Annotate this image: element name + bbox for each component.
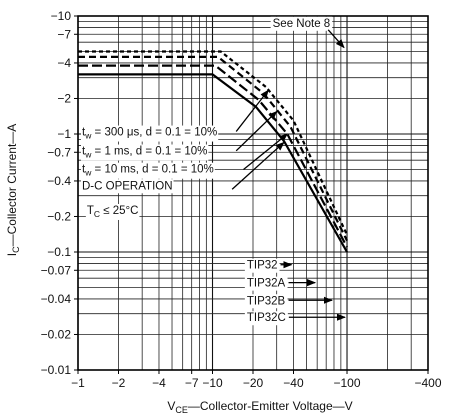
tip-label-group: TIP32A [244,276,288,291]
tc-label-group: TC ≤ 25°C [85,203,140,220]
x-tick-label: −2 [112,376,126,390]
x-tick-label: −10 [202,376,223,390]
x-tick-label: −20 [243,376,264,390]
note-label-group: See Note 8 [270,16,333,31]
label-background [244,311,288,326]
curve-label: tw = 1 ms, d = 0.1 = 10% [82,146,207,160]
tip-label: TIP32B [247,295,286,307]
soa-curve [78,64,348,248]
y-tick-label: −0.02 [41,327,72,341]
plot-frame [74,15,429,374]
x-tick-label: −100 [334,376,361,390]
curve-label-group: tw = 1 ms, d = 0.1 = 10% [81,144,209,161]
curve-label-group: tw = 300 μs, d = 0.1 = 10% [81,125,219,142]
x-tick-label: −7 [185,376,199,390]
curve-pointer [243,133,289,171]
label-background [244,258,280,273]
y-tick-label: −0.04 [41,292,72,306]
label-background [81,179,174,194]
label-background [81,125,219,142]
curve-label: tw = 10 ms, d = 0.1 = 10% [82,164,214,178]
x-axis-title: VCE—Collector-Emitter Voltage—V [167,399,352,415]
curve-label: D-C OPERATION [82,180,173,192]
y-tick-label: −0.07 [41,263,72,277]
y-tick-label: −0.2 [47,209,71,223]
tip-label-group: TIP32 [244,258,280,273]
y-tick-label: −0.01 [41,363,72,377]
curve-pointer [235,89,269,132]
label-background [270,16,333,31]
x-tick-label: −1 [71,376,85,390]
y-tick-label: −0.4 [47,174,71,188]
label-background [81,162,215,179]
y-tick-labels: −10 −7 −4 −2 −1 −0.7 −0.4 −0.2 −0.1 −0.07 −0.04 −0.… [41,9,72,377]
y-tick-label: −1 [57,127,71,141]
curve-pointer [235,110,278,152]
annotations: tw = 300 μs, d = 0.1 = 10% tw = 1 ms, d =… [81,16,346,326]
y-tick-label: −0.1 [47,245,71,259]
label-background [244,294,288,309]
y-tick-label: −10 [51,9,72,23]
tip-label-group: TIP32C [244,311,288,326]
note-label: See Note 8 [273,18,331,30]
tip-label: TIP32C [247,312,286,324]
label-background [85,203,140,220]
curve-label-group: tw = 10 ms, d = 0.1 = 10% [81,162,215,179]
label-background [244,276,288,291]
x-tick-labels: −1 −2 −4 −7 −10 −20 −40 −100 −400 [71,376,442,390]
y-tick-label: −2 [57,91,71,105]
curve-label: tw = 300 μs, d = 0.1 = 10% [82,127,217,141]
x-tick-label: −4 [152,376,166,390]
y-tick-label: −0.7 [47,145,71,159]
tip-label: TIP32A [247,278,286,290]
y-tick-label: −4 [57,56,71,70]
note-pointer [327,29,345,49]
label-background [81,144,209,161]
tc-label: TC ≤ 25°C [87,205,139,219]
tip-label: TIP32 [247,260,278,272]
y-axis-title: IC—Collector Current—A [5,124,21,257]
curve-pointer [231,141,285,190]
y-tick-label: −7 [57,27,71,41]
x-tick-label: −40 [283,376,304,390]
curve-label-group: D-C OPERATION [81,179,174,194]
tip-label-group: TIP32B [244,294,288,309]
x-tick-label: −400 [414,376,441,390]
